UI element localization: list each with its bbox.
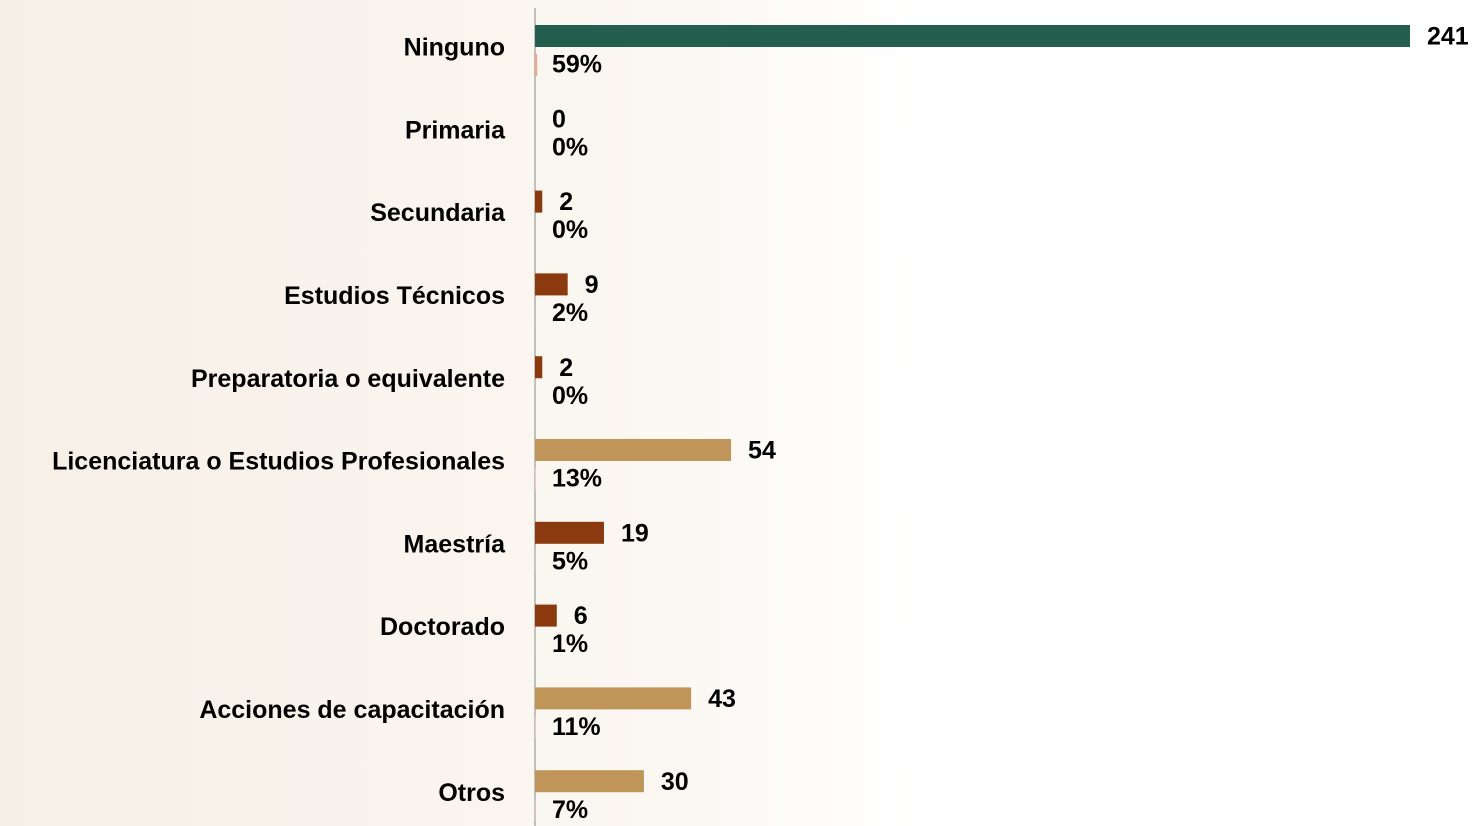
bar bbox=[535, 439, 732, 461]
value-label: 54 bbox=[748, 437, 776, 465]
category-label: Secundaria bbox=[370, 199, 506, 227]
bar bbox=[535, 190, 543, 213]
category-label: Estudios Técnicos bbox=[284, 282, 505, 310]
value-label: 6 bbox=[574, 602, 588, 630]
bar bbox=[535, 687, 692, 710]
value-label: 2 bbox=[559, 354, 573, 382]
value-label: 0% bbox=[552, 133, 588, 161]
bar bbox=[535, 356, 543, 379]
bar bbox=[535, 770, 644, 793]
value-label: 59% bbox=[552, 51, 602, 79]
bar bbox=[535, 604, 557, 627]
value-label: 7% bbox=[552, 796, 588, 824]
bar bbox=[535, 521, 604, 544]
category-label: Acciones de capacitación bbox=[199, 696, 505, 724]
category-label: Doctorado bbox=[380, 613, 505, 641]
value-label: 1% bbox=[552, 630, 588, 658]
value-label: 2 bbox=[559, 188, 573, 216]
value-label: 43 bbox=[708, 685, 736, 713]
value-label: 5% bbox=[552, 547, 588, 575]
value-label: 13% bbox=[552, 465, 602, 493]
value-label: 19 bbox=[621, 519, 649, 547]
category-label: Otros bbox=[438, 779, 505, 807]
category-label: Preparatoria o equivalente bbox=[191, 365, 505, 393]
value-label: 11% bbox=[552, 713, 601, 741]
bar bbox=[535, 25, 1410, 47]
bar bbox=[535, 273, 568, 296]
value-label: 0 bbox=[552, 105, 566, 133]
value-label: 241 bbox=[1427, 23, 1469, 51]
category-label: Primaria bbox=[405, 116, 506, 144]
category-label: Maestría bbox=[404, 530, 507, 558]
value-label: 9 bbox=[585, 271, 599, 299]
value-label: 30 bbox=[661, 768, 689, 796]
category-label: Licenciatura o Estudios Profesionales bbox=[52, 448, 505, 476]
bar bbox=[535, 54, 538, 76]
value-label: 2% bbox=[552, 299, 588, 327]
category-label: Ninguno bbox=[404, 34, 505, 62]
value-label: 0% bbox=[552, 382, 588, 410]
value-label: 0% bbox=[552, 216, 588, 244]
